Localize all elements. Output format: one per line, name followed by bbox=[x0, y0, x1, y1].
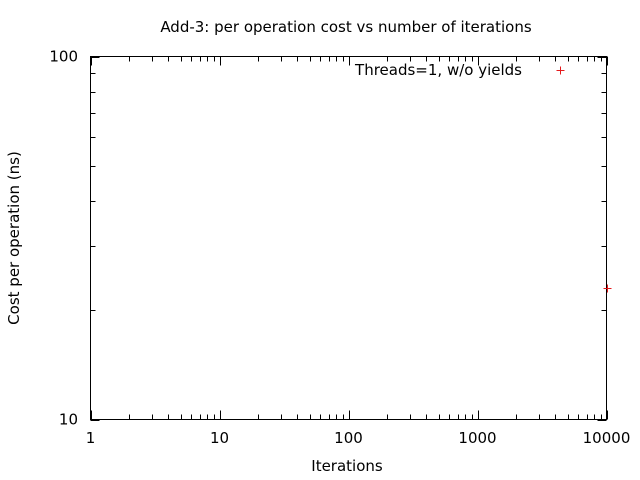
data-points bbox=[603, 284, 612, 293]
axis-tick-labels: 1 10 100 1000 10000 10 100 bbox=[49, 48, 630, 448]
x-tick-label: 100 bbox=[334, 429, 363, 447]
legend-marker-plus bbox=[556, 66, 565, 75]
axis-ticks bbox=[90, 56, 608, 421]
y-tick-label: 100 bbox=[49, 48, 78, 66]
data-point bbox=[603, 284, 612, 293]
x-tick-label: 10 bbox=[210, 429, 229, 447]
x-tick-label: 1000 bbox=[458, 429, 496, 447]
legend-entry-label: Threads=1, w/o yields bbox=[354, 61, 522, 79]
legend-marker bbox=[556, 66, 565, 75]
x-tick-label: 10000 bbox=[583, 429, 631, 447]
legend: Threads=1, w/o yields bbox=[354, 61, 565, 79]
chart-title: Add-3: per operation cost vs number of i… bbox=[160, 18, 532, 36]
x-tick-label: 1 bbox=[86, 429, 96, 447]
x-axis-label: Iterations bbox=[311, 457, 383, 475]
y-tick-label: 10 bbox=[59, 411, 78, 429]
plot-frame bbox=[90, 56, 607, 420]
y-axis-label: Cost per operation (ns) bbox=[5, 151, 23, 325]
